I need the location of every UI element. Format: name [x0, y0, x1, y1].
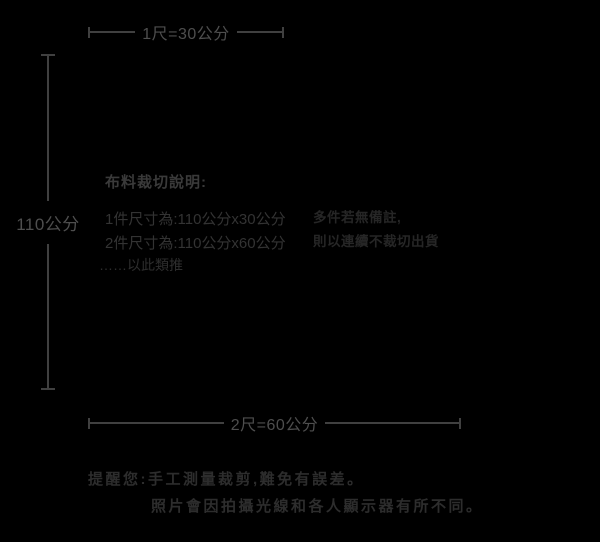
bottom-dimension-label: 2尺=60公分 [230, 417, 319, 434]
dimension-line [236, 31, 283, 33]
left-dimension: 110公分 [16, 54, 79, 390]
reminder-line-1: 提醒您:手工測量裁剪,難免有誤差。 [88, 471, 365, 488]
cutting-instructions-title: 布料裁切說明: [105, 174, 207, 191]
dimension-tick-bottom [41, 388, 55, 390]
multi-piece-note-line-2: 則以連續不裁切出貨 [313, 234, 439, 249]
instruction-line-2: 2件尺寸為:110公分x60公分 [105, 235, 286, 252]
dimension-tick-top [41, 54, 55, 56]
dimension-tick-left [88, 26, 90, 38]
top-dimension: 1尺=30公分 [88, 26, 285, 43]
instruction-line-ellipsis: ……以此類推 [99, 257, 183, 273]
dimension-line [90, 31, 136, 33]
dimension-tick-left [88, 417, 90, 429]
top-dimension-label: 1尺=30公分 [142, 26, 230, 43]
instruction-line-1: 1件尺寸為:110公分x30公分 [105, 211, 286, 228]
multi-piece-note-line-1: 多件若無備註, [313, 210, 402, 225]
bottom-dimension: 2尺=60公分 [88, 417, 462, 434]
dimension-line [47, 243, 49, 388]
reminder-line-2: 照片會因拍攝光線和各人顯示器有所不同。 [151, 498, 484, 515]
dimension-line [47, 56, 49, 201]
dimension-tick-right [282, 26, 285, 38]
dimension-line [325, 422, 460, 424]
left-dimension-label: 110公分 [16, 214, 80, 234]
dimension-line [90, 422, 224, 424]
dimension-tick-right [459, 417, 462, 429]
